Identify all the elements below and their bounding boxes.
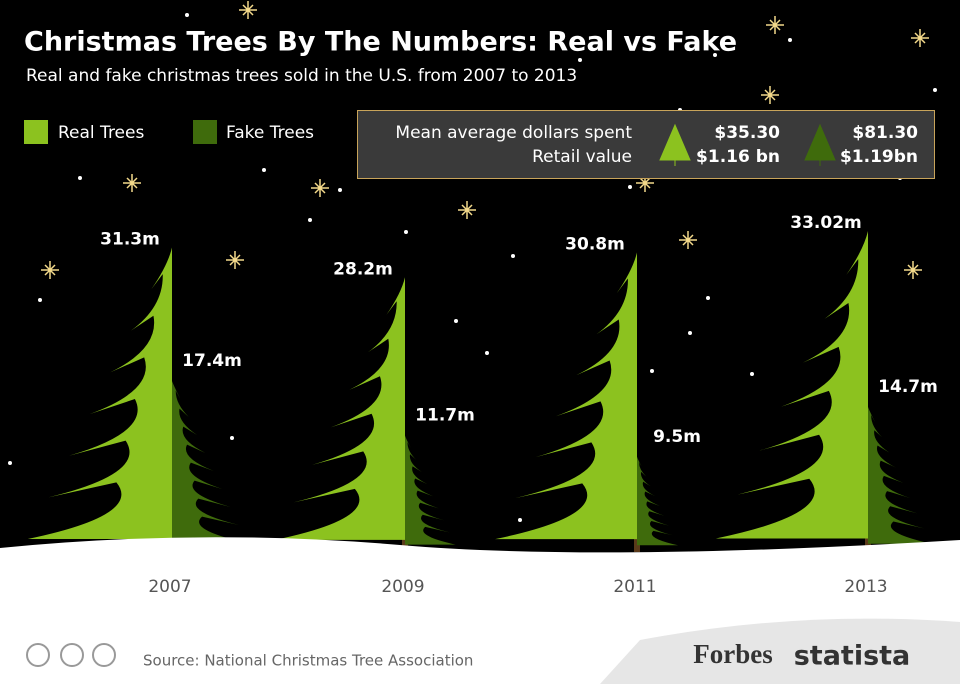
info-value: $1.16 bn [696,147,780,167]
x-tick-label: 2011 [613,577,656,597]
info-row-label: Mean average dollars spent [395,123,632,143]
star [706,296,710,300]
star [628,185,632,189]
trunk [402,538,408,552]
value-label: 30.8m [565,234,625,254]
sparkle [911,29,929,47]
sparkle [226,251,244,269]
plot: 31.3m 17.4m 28.2m 11.7m 30.8m 9.5m 33.02m 14.7m [27,213,938,552]
sparkle [679,231,697,249]
star [454,319,458,323]
sparkle [311,179,329,197]
tree-bar [495,252,637,540]
star [404,230,408,234]
sparkle [239,1,257,19]
star [713,53,717,57]
star [518,518,522,522]
star [338,188,342,192]
brand-statista: statista [794,641,911,672]
value-label: 14.7m [878,377,938,397]
snow-shade [600,618,960,684]
value-label: 31.3m [100,230,160,250]
info-value: $81.30 [852,123,918,143]
info-icon [804,123,836,166]
sparkle [123,174,141,192]
star [511,254,515,258]
tree-bar [405,435,456,545]
value-label: 9.5m [653,427,701,447]
star [262,168,266,172]
legend-label: Fake Trees [226,123,314,143]
star [485,351,489,355]
sparkle [41,261,59,279]
sparkle [904,261,922,279]
star [650,369,654,373]
star [230,436,234,440]
x-axis: 2007 2009 2011 2013 [148,577,887,597]
info-value: $35.30 [714,123,780,143]
legend-label: Real Trees [58,123,144,143]
value-label: 28.2m [333,259,393,279]
chart-title: Christmas Trees By The Numbers: Real vs … [24,27,737,58]
sparkle [761,86,779,104]
source: Source: National Christmas Tree Associat… [143,652,473,670]
tree-bar [27,247,173,539]
x-tick-label: 2007 [148,577,191,597]
tree-bar [275,277,405,540]
x-tick-label: 2013 [844,577,887,597]
legend-swatch [193,120,217,144]
sparkle [766,16,784,34]
star [185,13,189,17]
value-label: 33.02m [790,213,862,233]
tree-bar [172,380,248,543]
info-row-label: Retail value [532,147,632,167]
info-icon [659,123,691,166]
license-icons [26,643,116,667]
star [933,88,937,92]
legend-swatch [24,120,48,144]
star [788,38,792,42]
trunk [865,538,871,552]
star [688,331,692,335]
value-label: 11.7m [415,406,475,426]
x-tick-label: 2009 [381,577,424,597]
brand-forbes: Forbes [693,639,772,669]
star [38,298,42,302]
value-label: 17.4m [182,351,242,371]
info-box [357,110,935,179]
chart-subtitle: Real and fake christmas trees sold in th… [26,66,577,86]
star [8,461,12,465]
sparkle [458,201,476,219]
star [78,176,82,180]
sparkle [636,174,654,192]
star [578,58,582,62]
tree-bar [637,456,679,546]
star [308,218,312,222]
tree-bar [715,231,868,539]
info-value: $1.19bn [840,147,918,167]
star [750,372,754,376]
tree-bar [868,406,932,544]
